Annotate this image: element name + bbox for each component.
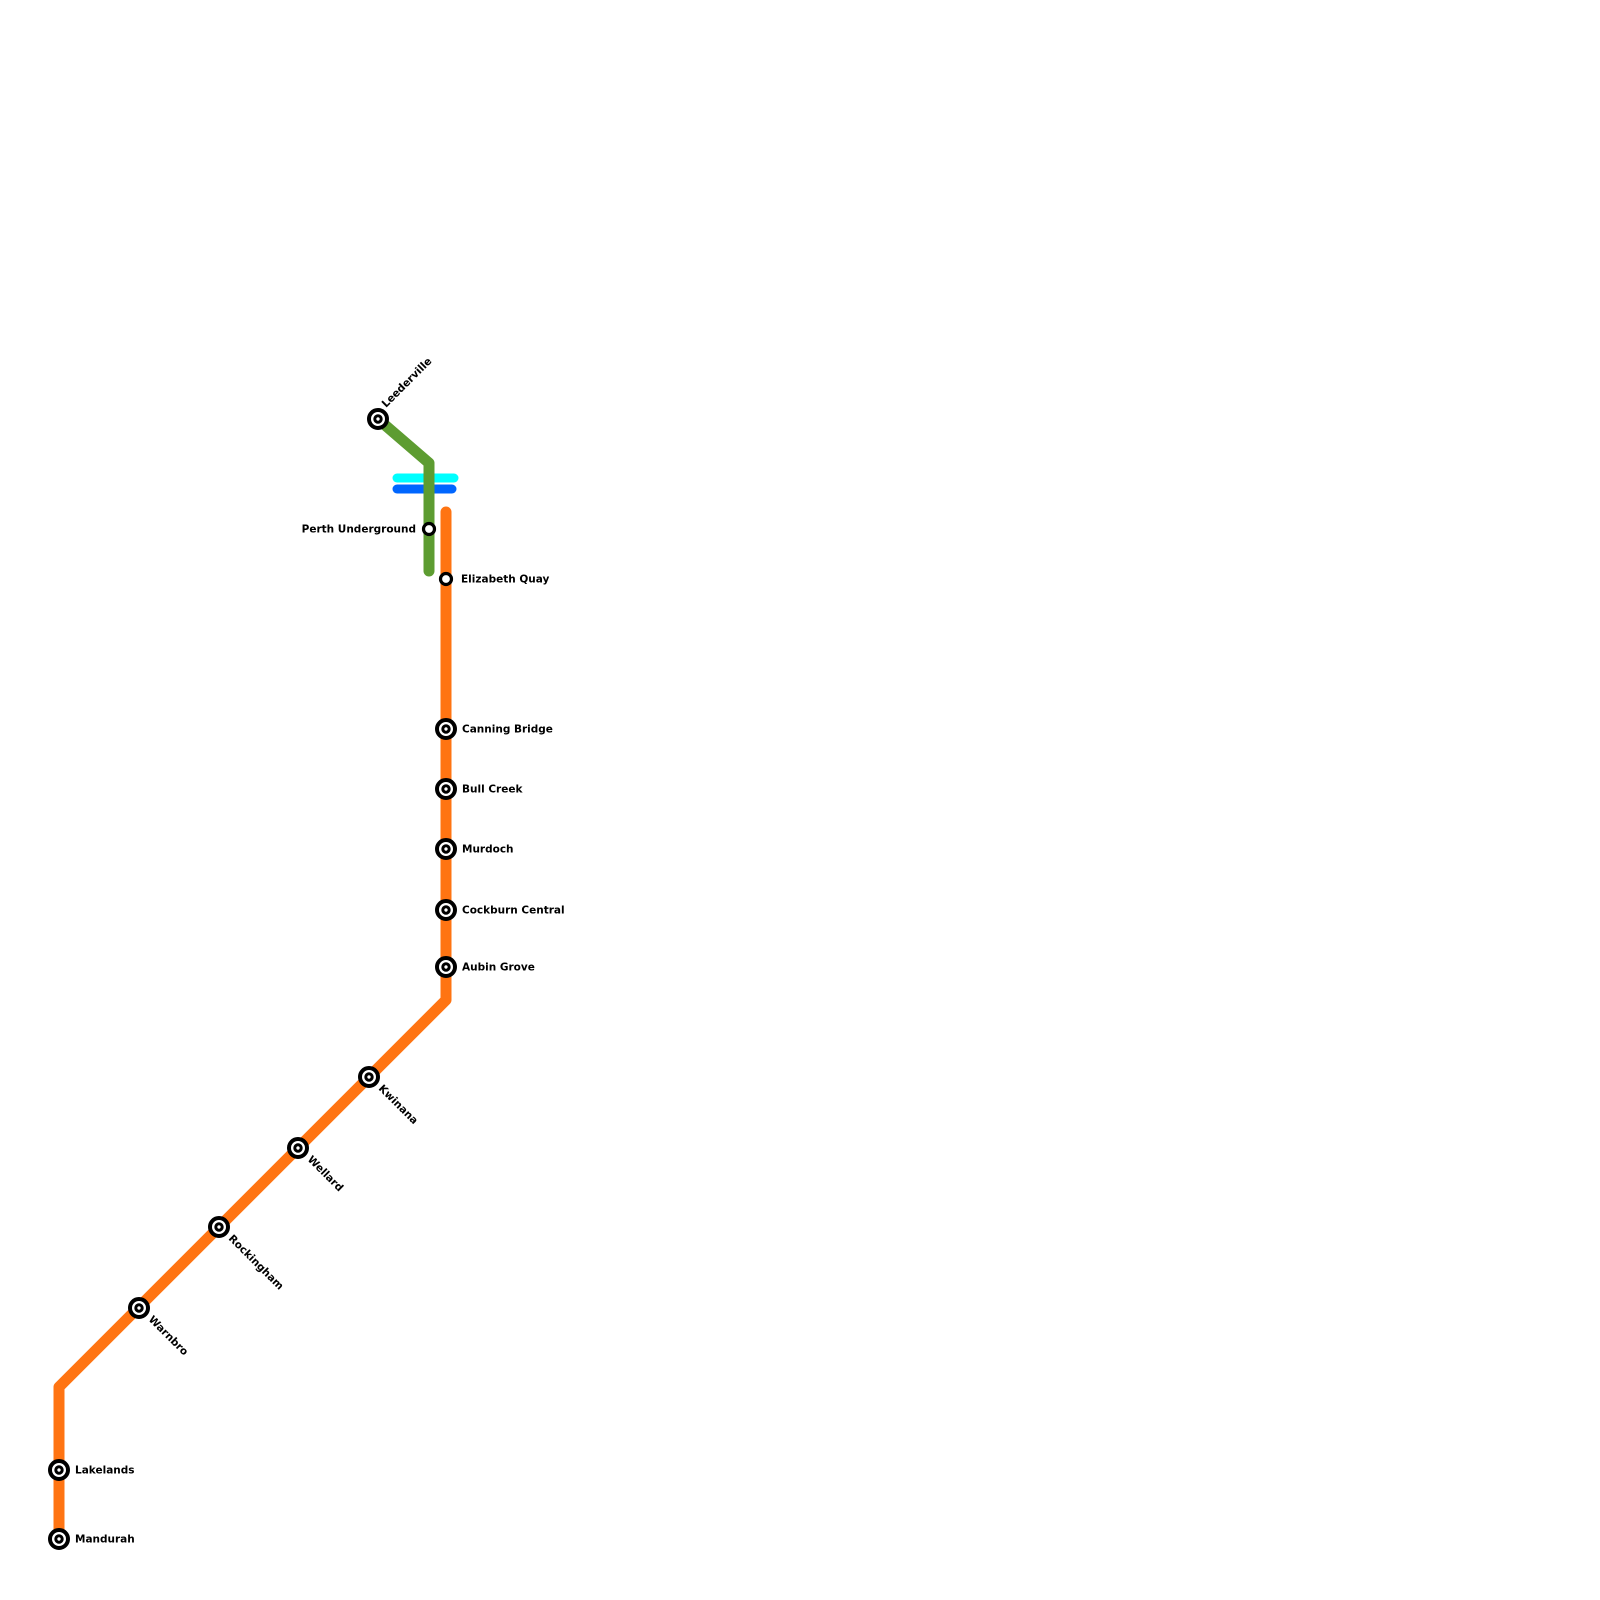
station-marker-inner [373, 414, 383, 424]
station-label: Bull Creek [462, 784, 523, 796]
station-murdoch: Murdoch [435, 838, 514, 860]
station-label: Murdoch [462, 844, 514, 856]
station-marker [438, 571, 454, 587]
station-aubin-grove: Aubin Grove [435, 956, 535, 978]
station-leederville: Leederville [367, 355, 435, 430]
station-label: Perth Underground [302, 524, 416, 536]
station-wellard: Wellard [287, 1137, 346, 1195]
station-perth-underground: Perth Underground [302, 521, 437, 537]
station-marker-inner [364, 1072, 374, 1082]
station-marker-inner [54, 1534, 64, 1544]
station-label: Leederville [380, 355, 435, 410]
station-marker-inner [441, 905, 451, 915]
station-marker [421, 521, 437, 537]
station-label: Aubin Grove [462, 962, 535, 974]
station-elizabeth-quay: Elizabeth Quay [438, 571, 550, 587]
station-label: Kwinana [376, 1083, 420, 1127]
station-marker-inner [54, 1465, 64, 1475]
station-label: Warnbro [146, 1314, 190, 1358]
station-marker-inner [441, 784, 451, 794]
station-lakelands: Lakelands [48, 1459, 135, 1481]
station-marker-inner [214, 1222, 224, 1232]
station-label: Wellard [305, 1154, 346, 1195]
station-label: Cockburn Central [462, 905, 565, 917]
station-mandurah: Mandurah [48, 1528, 135, 1550]
station-label: Rockingham [226, 1233, 286, 1293]
green-line [372, 413, 435, 577]
station-cockburn-central: Cockburn Central [435, 899, 565, 921]
orange-line [53, 506, 452, 1545]
station-label: Elizabeth Quay [461, 574, 550, 586]
station-label: Lakelands [75, 1465, 135, 1477]
station-label: Mandurah [75, 1534, 135, 1546]
station-marker-inner [134, 1303, 144, 1313]
station-kwinana: Kwinana [358, 1066, 420, 1127]
station-marker-inner [441, 724, 451, 734]
station-canning-bridge: Canning Bridge [435, 718, 553, 740]
station-marker-inner [441, 962, 451, 972]
station-rockingham: Rockingham [208, 1216, 286, 1293]
station-bull-creek: Bull Creek [435, 778, 523, 800]
station-warnbro: Warnbro [128, 1297, 190, 1358]
station-marker-inner [293, 1143, 303, 1153]
station-label: Canning Bridge [462, 724, 553, 736]
station-marker-inner [441, 844, 451, 854]
